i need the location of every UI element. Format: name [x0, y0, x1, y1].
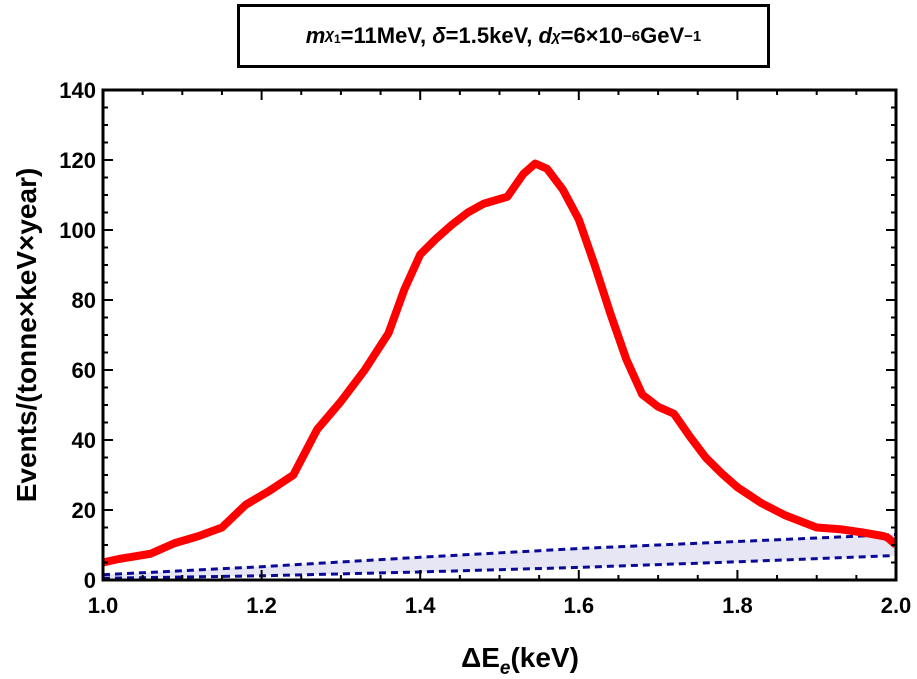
x-axis-label: ΔEe(keV)	[461, 642, 579, 679]
plot-frame	[101, 88, 898, 582]
y-tick-label: 20	[72, 498, 96, 523]
title-d-unit: GeV	[640, 23, 685, 48]
title-m-value: =11MeV,	[340, 23, 427, 48]
y-tick-label: 140	[59, 78, 96, 103]
x-tick-label: 1.4	[405, 593, 436, 618]
title-d-unit-exp: −1	[684, 27, 702, 45]
band-upper-line	[103, 533, 896, 577]
title-d-sub: χ	[551, 27, 561, 45]
chart-title: m χ1 =11MeV, δ =1.5keV, d χ =6×10 −6 GeV −1	[237, 4, 770, 68]
y-tick-label: 0	[84, 568, 96, 593]
y-tick-label: 60	[72, 358, 96, 383]
series-line-0	[103, 159, 896, 567]
title-delta-symbol: δ	[432, 23, 446, 48]
y-tick-label: 40	[72, 428, 96, 453]
x-tick-label: 1.2	[246, 593, 277, 618]
x-tick-label: 1.6	[564, 593, 595, 618]
x-tick-label: 1.0	[88, 593, 119, 618]
title-delta-value: =1.5keV,	[445, 23, 533, 48]
title-d-symbol: d	[538, 23, 552, 48]
x-axis-label-unit: (keV)	[510, 642, 578, 673]
title-d-value: =6×10	[560, 23, 623, 48]
y-axis-label: Events/(tonne×keV×year)	[11, 168, 42, 503]
y-tick-label: 80	[72, 288, 96, 313]
band-lower-line	[103, 554, 896, 580]
x-tick-label: 1.8	[722, 593, 753, 618]
x-axis-label-main: ΔE	[461, 642, 500, 673]
title-m-symbol: m	[305, 23, 326, 48]
title-d-exp: −6	[623, 27, 641, 45]
x-tick-label: 2.0	[881, 593, 912, 618]
y-tick-label: 100	[59, 218, 96, 243]
background-band	[103, 534, 896, 579]
y-tick-label: 120	[59, 148, 96, 173]
x-axis-label-sub: e	[500, 658, 511, 679]
title-m-sub: χ	[325, 26, 334, 43]
title-m-subsub: 1	[333, 32, 341, 46]
